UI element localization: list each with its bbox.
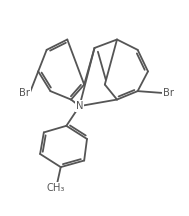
Text: CH₃: CH₃ <box>47 183 65 193</box>
Text: Br: Br <box>163 88 174 98</box>
Text: N: N <box>76 101 83 111</box>
Text: Br: Br <box>19 88 30 98</box>
